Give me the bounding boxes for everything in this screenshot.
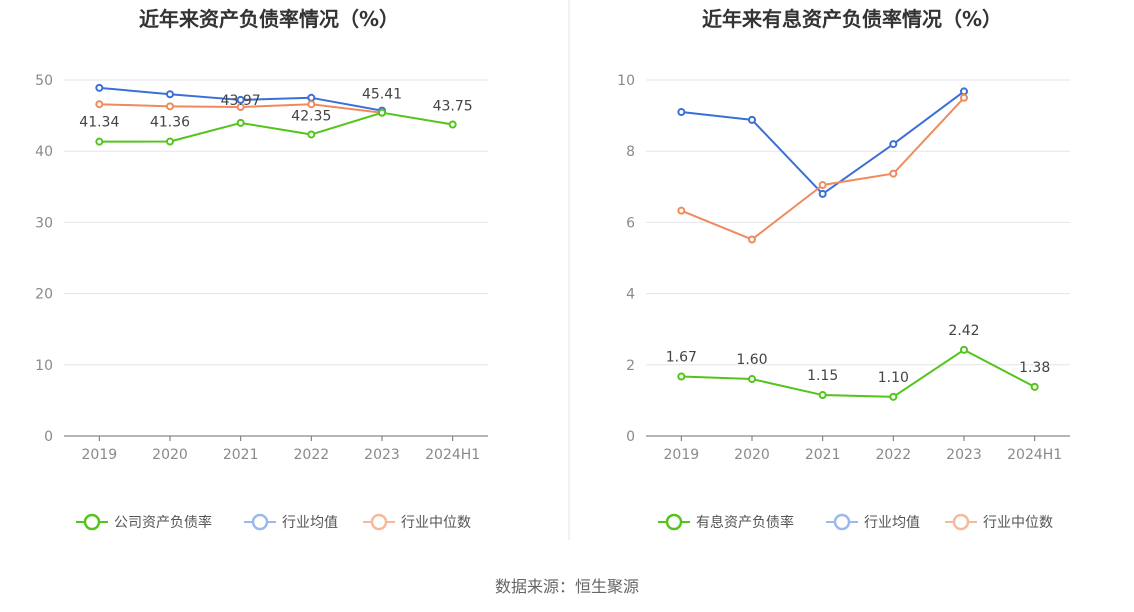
- data-point-median[interactable]: [307, 100, 316, 109]
- legend-item-company[interactable]: 有息资产负债率: [658, 513, 794, 531]
- data-label: 41.34: [79, 115, 119, 131]
- legend-label: 行业均值: [864, 515, 920, 531]
- legend-marker-icon: [83, 513, 101, 531]
- x-tick-label: 2019: [82, 447, 118, 463]
- data-point-company[interactable]: [818, 391, 827, 400]
- data-point-company[interactable]: [889, 392, 898, 401]
- legend-item-company[interactable]: 公司资产负债率: [76, 513, 212, 531]
- data-label: 1.10: [878, 370, 909, 386]
- y-tick-label: 20: [35, 287, 53, 303]
- legend-label: 有息资产负债率: [696, 514, 794, 531]
- data-point-avg[interactable]: [307, 93, 316, 102]
- data-point-avg[interactable]: [677, 108, 686, 117]
- data-label: 41.36: [150, 115, 190, 131]
- y-tick-label: 0: [44, 429, 53, 445]
- legend-label: 行业中位数: [401, 515, 471, 531]
- x-tick-label: 2024H1: [1007, 447, 1062, 463]
- x-tick-label: 2021: [223, 447, 259, 463]
- y-tick-label: 40: [35, 144, 53, 160]
- data-point-median[interactable]: [95, 100, 104, 109]
- x-tick-label: 2023: [364, 447, 400, 463]
- data-point-median[interactable]: [166, 102, 174, 111]
- y-tick-label: 4: [626, 287, 635, 303]
- y-tick-label: 30: [35, 215, 53, 231]
- data-point-company[interactable]: [677, 372, 686, 381]
- data-label: 42.35: [291, 108, 331, 124]
- legend-label: 公司资产负债率: [114, 514, 212, 531]
- data-point-company[interactable]: [960, 345, 968, 354]
- data-point-company[interactable]: [166, 137, 174, 146]
- legend-label: 行业均值: [282, 515, 338, 531]
- data-point-median[interactable]: [677, 206, 686, 215]
- data-point-avg[interactable]: [960, 87, 968, 96]
- data-point-avg[interactable]: [818, 189, 827, 198]
- x-tick-label: 2020: [734, 447, 770, 463]
- data-point-company[interactable]: [448, 120, 457, 129]
- legend-item-avg[interactable]: 行业均值: [826, 513, 920, 531]
- y-tick-label: 10: [35, 358, 53, 374]
- chart-panel-interest-debt-ratio: 近年来有息资产负债率情况（%） 0 2 4 6 8 10 2019 2020 2021 2022 20…: [617, 7, 1070, 531]
- data-label: 43.75: [433, 99, 473, 115]
- data-point-company[interactable]: [236, 118, 245, 127]
- data-label: 1.67: [666, 350, 697, 366]
- legend-item-median[interactable]: 行业中位数: [945, 513, 1053, 531]
- data-point-median[interactable]: [889, 169, 898, 178]
- data-label: 1.15: [807, 368, 838, 384]
- legend-marker-icon: [370, 513, 388, 531]
- data-point-median[interactable]: [818, 181, 827, 190]
- y-tick-label: 6: [626, 215, 635, 231]
- data-point-company[interactable]: [748, 375, 756, 384]
- legend-item-median[interactable]: 行业中位数: [363, 513, 471, 531]
- x-tick-label: 2019: [664, 447, 700, 463]
- x-tick-label: 2022: [294, 447, 330, 463]
- x-tick-label: 2024H1: [425, 447, 480, 463]
- chart-title: 近年来有息资产负债率情况（%）: [702, 7, 1002, 31]
- data-label: 43.97: [221, 93, 261, 109]
- y-tick-label: 0: [626, 429, 635, 445]
- chart-panel-debt-ratio: 近年来资产负债率情况（%） 0 10 20 30 40 50 2019 2020 2021 2022…: [35, 7, 488, 531]
- data-point-avg[interactable]: [95, 83, 104, 92]
- data-point-company[interactable]: [378, 108, 386, 117]
- data-point-company[interactable]: [307, 130, 316, 139]
- data-point-company[interactable]: [1030, 382, 1039, 391]
- series-line-median: [680, 97, 965, 241]
- data-point-median[interactable]: [236, 103, 245, 112]
- legend-label: 行业中位数: [983, 515, 1053, 531]
- x-tick-label: 2023: [946, 447, 982, 463]
- legend-item-avg[interactable]: 行业均值: [244, 513, 338, 531]
- y-tick-label: 2: [626, 358, 635, 374]
- chart-title: 近年来资产负债率情况（%）: [139, 7, 399, 31]
- data-label: 2.42: [948, 323, 979, 339]
- series-line-company: [681, 348, 1036, 398]
- legend-marker-icon: [251, 513, 269, 531]
- data-label: 45.41: [362, 87, 402, 103]
- data-point-median[interactable]: [748, 235, 756, 244]
- y-tick-label: 8: [626, 144, 635, 160]
- legend-marker-icon: [952, 513, 970, 531]
- data-label: 1.60: [736, 352, 767, 368]
- legend-marker-icon: [833, 513, 851, 531]
- y-tick-label: 10: [617, 73, 635, 89]
- data-point-avg[interactable]: [748, 115, 756, 124]
- data-source-note: 数据来源：恒生聚源: [495, 577, 639, 596]
- series-line-company: [99, 111, 453, 143]
- x-tick-label: 2021: [805, 447, 841, 463]
- data-label: 1.38: [1019, 360, 1050, 376]
- data-point-median[interactable]: [960, 93, 968, 102]
- y-tick-label: 50: [35, 73, 53, 89]
- data-point-company[interactable]: [95, 137, 104, 146]
- x-tick-label: 2020: [152, 447, 188, 463]
- legend-marker-icon: [665, 513, 683, 531]
- data-point-avg[interactable]: [889, 140, 898, 149]
- data-point-avg[interactable]: [166, 90, 174, 99]
- data-point-avg[interactable]: [236, 95, 245, 104]
- x-tick-label: 2022: [876, 447, 912, 463]
